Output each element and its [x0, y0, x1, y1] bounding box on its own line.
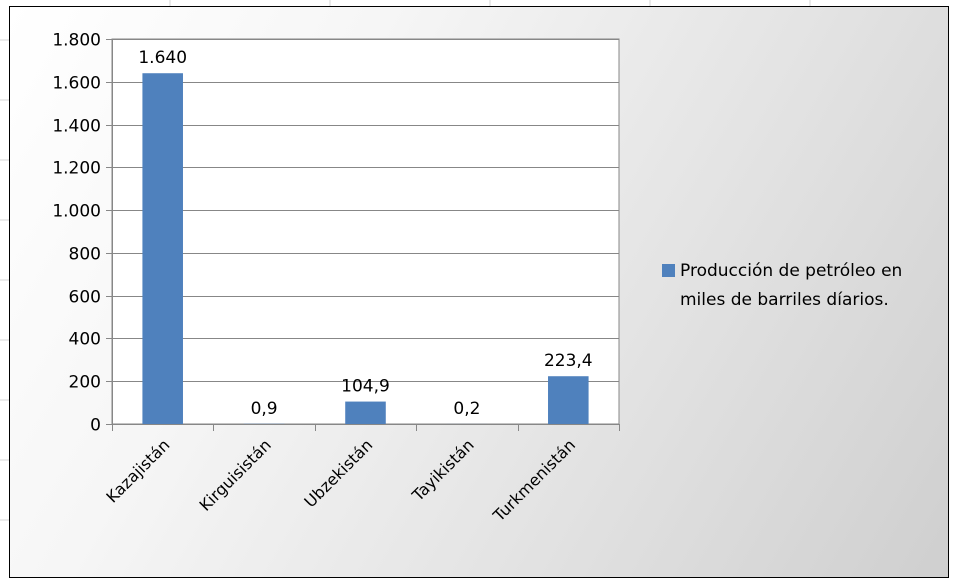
data-label: 104,9: [341, 377, 390, 397]
x-category-label: Kazajistán: [102, 435, 173, 506]
y-tick-label: 800: [69, 245, 101, 265]
y-tick-label: 1.400: [52, 117, 101, 137]
plot-area: [111, 38, 620, 425]
x-category-label: Kirguisistán: [196, 435, 275, 514]
data-label: 1.640: [138, 48, 187, 68]
bar-chart: 0 200 400 600 800 1.000 1.200 1.400 1.600 1.800 1.…: [52, 31, 620, 526]
data-label: 0,2: [453, 399, 480, 419]
bar-5[interactable]: [548, 376, 589, 424]
y-tick-label: 1.000: [52, 202, 101, 222]
y-tick-label: 1.800: [52, 31, 101, 51]
legend-swatch: [662, 264, 675, 277]
bar-1[interactable]: [142, 73, 183, 424]
y-tick-label: 600: [69, 288, 101, 308]
chart-area[interactable]: 0 200 400 600 800 1.000 1.200 1.400 1.600 1.800 1.…: [9, 6, 949, 578]
legend-label: Producción de petróleo en miles de barri…: [680, 261, 903, 310]
y-tick-label: 1.200: [52, 159, 101, 179]
bars: [142, 73, 589, 424]
bar-3[interactable]: [345, 401, 386, 424]
data-label: 223,4: [544, 351, 593, 371]
axes: [106, 39, 620, 431]
gridlines: [111, 38, 620, 425]
y-tick-label: 200: [69, 373, 101, 393]
data-label: 0,9: [251, 399, 278, 419]
x-category-label: Tayikistán: [408, 435, 478, 505]
y-tick-label: 0: [90, 416, 101, 436]
y-tick-label: 1.600: [52, 74, 101, 94]
x-category-label: Turkmenistán: [489, 435, 579, 525]
y-tick-label: 400: [69, 330, 101, 350]
legend[interactable]: Producción de petróleo en miles de barri…: [662, 257, 942, 315]
x-category-label: Ubzekistán: [300, 435, 376, 511]
